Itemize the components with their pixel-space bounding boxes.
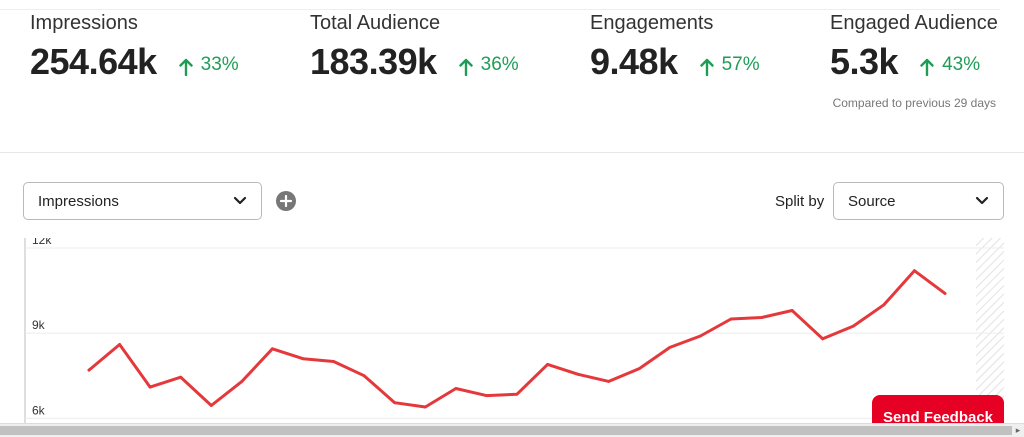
data-point (423, 405, 427, 409)
metric-dropdown-value: Impressions (38, 192, 119, 210)
scroll-right-icon[interactable]: ▸ (1015, 425, 1021, 435)
stat-engaged-audience: Engaged Audience 5.3k 43% (830, 11, 998, 83)
add-metric-icon[interactable] (276, 191, 296, 211)
stat-delta-value: 43% (942, 54, 981, 75)
data-point (485, 394, 488, 398)
split-dropdown[interactable]: Source (833, 182, 1004, 220)
data-point (576, 372, 580, 376)
horizontal-scrollbar[interactable]: ▸ (0, 423, 1024, 437)
stat-delta: 43% (920, 54, 980, 76)
metric-dropdown[interactable]: Impressions (23, 182, 262, 220)
stat-label: Impressions (30, 12, 138, 34)
data-point (882, 303, 886, 307)
arrow-up-icon (458, 58, 473, 76)
data-point (454, 387, 458, 390)
stat-total-audience: Total Audience 183.39k 36% (310, 11, 519, 83)
chevron-down-icon (233, 196, 247, 205)
stat-engagements: Engagements 9.48k 57% (590, 11, 760, 83)
data-point (209, 404, 213, 407)
data-point (637, 367, 641, 371)
data-point (546, 362, 549, 366)
scrollbar-thumb[interactable] (0, 426, 1012, 435)
data-point (362, 374, 366, 378)
stat-value: 183.39k (310, 41, 437, 82)
stat-value: 5.3k (830, 41, 899, 82)
partial-period-hatch (976, 238, 1004, 424)
stat-delta-value: 36% (480, 54, 519, 75)
data-point (301, 357, 305, 361)
data-point (271, 347, 274, 351)
stat-label: Engagements (590, 12, 714, 34)
stat-delta: 57% (699, 54, 760, 76)
data-point (118, 343, 121, 346)
split-by-label: Split by (775, 193, 825, 210)
data-point (332, 360, 335, 363)
stat-value: 9.48k (590, 41, 678, 82)
data-point (821, 337, 825, 341)
arrow-up-icon (920, 58, 934, 76)
arrow-up-icon (699, 58, 714, 76)
data-point (240, 380, 244, 383)
y-tick-label: 12k (32, 238, 52, 247)
data-point (393, 401, 397, 405)
stat-impressions: Impressions 254.64k 33% (30, 11, 239, 83)
data-point (760, 316, 763, 319)
stat-delta-value: 57% (721, 54, 760, 75)
data-point (179, 375, 183, 379)
top-border (0, 9, 1000, 10)
data-point (668, 345, 672, 349)
arrow-up-icon (178, 58, 193, 76)
data-point (699, 334, 702, 338)
stat-delta: 36% (458, 54, 519, 76)
data-point (148, 385, 152, 389)
data-point (87, 368, 91, 372)
section-divider (0, 152, 1024, 153)
stat-label: Total Audience (310, 12, 441, 34)
data-point (515, 392, 519, 396)
data-point (607, 380, 611, 383)
data-point (943, 292, 947, 295)
impressions-line-chart: 12k 9k 6k (24, 238, 1004, 424)
data-point (851, 324, 855, 328)
comparison-note: Compared to previous 29 days (832, 96, 996, 110)
stat-value: 254.64k (30, 41, 157, 82)
series-line (87, 269, 947, 409)
y-tick-label: 9k (32, 318, 46, 332)
y-tick-label: 6k (32, 403, 46, 417)
data-point (790, 309, 794, 312)
split-dropdown-value: Source (848, 192, 896, 210)
chevron-down-icon (975, 196, 989, 205)
stat-delta-value: 33% (200, 54, 239, 75)
stat-delta: 33% (178, 54, 239, 76)
data-point (913, 269, 916, 273)
data-point (729, 317, 733, 321)
stat-label: Engaged Audience (830, 12, 998, 34)
